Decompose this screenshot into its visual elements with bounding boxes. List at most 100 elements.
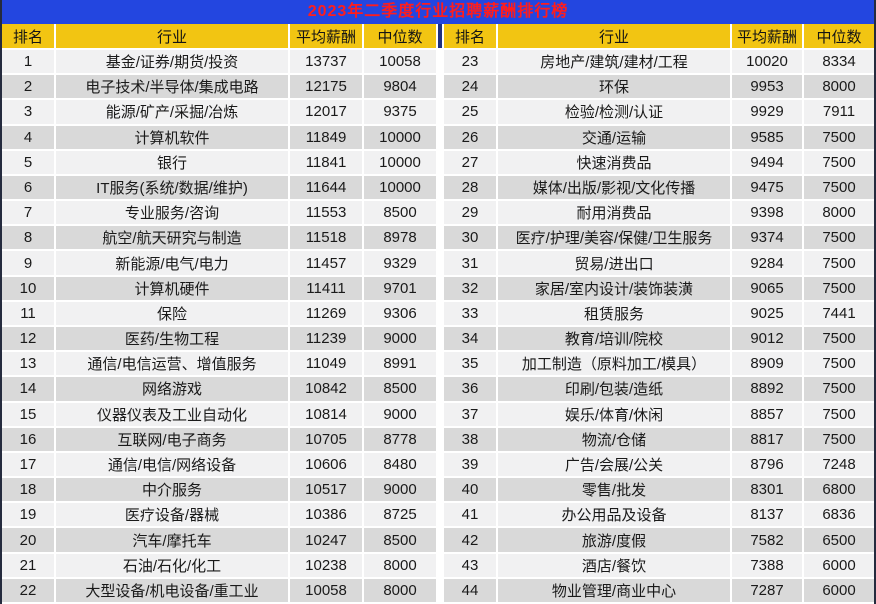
- table-divider: [438, 377, 442, 401]
- industry-cell: 汽车/摩托车: [56, 528, 288, 552]
- avg-salary-cell: 11239: [290, 326, 362, 351]
- rank-cell: 31: [444, 251, 496, 275]
- median-cell: 10000: [364, 150, 436, 174]
- median-cell: 7911: [804, 100, 874, 124]
- avg-salary-cell: 10517: [290, 478, 362, 502]
- industry-cell: 专业服务/咨询: [56, 201, 288, 225]
- table-divider: [438, 503, 442, 527]
- industry-cell: 环保: [498, 75, 730, 99]
- industry-cell: 零售/批发: [498, 478, 730, 502]
- avg-salary-cell: 10020: [732, 50, 802, 74]
- median-cell: 9804: [364, 75, 436, 99]
- industry-cell: 通信/电信/网络设备: [56, 452, 288, 477]
- industry-cell: 基金/证券/期货/投资: [56, 50, 288, 74]
- industry-cell: 计算机硬件: [56, 276, 288, 300]
- median-cell: 7500: [804, 377, 874, 401]
- industry-cell: 互联网/电子商务: [56, 427, 288, 451]
- rank-cell: 34: [444, 326, 496, 351]
- header-avg-salary-left: 平均薪酬: [290, 24, 362, 48]
- median-cell: 6500: [804, 528, 874, 552]
- table-divider: [438, 75, 442, 99]
- rank-cell: 32: [444, 276, 496, 300]
- industry-cell: 网络游戏: [56, 377, 288, 401]
- rank-cell: 21: [2, 553, 54, 577]
- industry-cell: 仪器仪表及工业自动化: [56, 402, 288, 426]
- avg-salary-cell: 12175: [290, 75, 362, 99]
- median-cell: 7500: [804, 150, 874, 174]
- header-rank-left: 排名: [2, 24, 54, 48]
- rank-cell: 33: [444, 301, 496, 325]
- industry-cell: 教育/培训/院校: [498, 326, 730, 351]
- median-cell: 8480: [364, 452, 436, 477]
- avg-salary-cell: 10705: [290, 427, 362, 451]
- industry-cell: 医疗设备/器械: [56, 503, 288, 527]
- avg-salary-cell: 13737: [290, 50, 362, 74]
- avg-salary-cell: 8857: [732, 402, 802, 426]
- table-divider: [438, 553, 442, 577]
- industry-cell: 酒店/餐饮: [498, 553, 730, 577]
- industry-cell: 广告/会展/公关: [498, 452, 730, 477]
- avg-salary-cell: 9284: [732, 251, 802, 275]
- median-cell: 8334: [804, 50, 874, 74]
- median-cell: 7500: [804, 352, 874, 376]
- rank-cell: 44: [444, 578, 496, 602]
- median-cell: 8725: [364, 503, 436, 527]
- rank-cell: 10: [2, 276, 54, 300]
- rank-cell: 22: [2, 578, 54, 602]
- avg-salary-cell: 10058: [290, 578, 362, 602]
- industry-cell: 医疗/护理/美容/保健/卫生服务: [498, 226, 730, 250]
- avg-salary-cell: 9025: [732, 301, 802, 325]
- avg-salary-cell: 7582: [732, 528, 802, 552]
- industry-cell: 银行: [56, 150, 288, 174]
- median-cell: 9000: [364, 478, 436, 502]
- table-divider: [438, 478, 442, 502]
- avg-salary-cell: 9012: [732, 326, 802, 351]
- rank-cell: 23: [444, 50, 496, 74]
- avg-salary-cell: 9585: [732, 125, 802, 149]
- table-divider: [438, 100, 442, 124]
- industry-cell: 检验/检测/认证: [498, 100, 730, 124]
- avg-salary-cell: 7388: [732, 553, 802, 577]
- avg-salary-cell: 11644: [290, 175, 362, 200]
- rank-cell: 37: [444, 402, 496, 426]
- rank-cell: 2: [2, 75, 54, 99]
- industry-cell: 交通/运输: [498, 125, 730, 149]
- industry-cell: 航空/航天研究与制造: [56, 226, 288, 250]
- median-cell: 8000: [364, 553, 436, 577]
- industry-cell: 电子技术/半导体/集成电路: [56, 75, 288, 99]
- avg-salary-cell: 9929: [732, 100, 802, 124]
- header-industry-left: 行业: [56, 24, 288, 48]
- avg-salary-cell: 8909: [732, 352, 802, 376]
- avg-salary-cell: 8301: [732, 478, 802, 502]
- table-divider: [438, 175, 442, 200]
- median-cell: 10058: [364, 50, 436, 74]
- median-cell: 8978: [364, 226, 436, 250]
- avg-salary-cell: 8817: [732, 427, 802, 451]
- table-divider: [438, 528, 442, 552]
- avg-salary-cell: 11518: [290, 226, 362, 250]
- rank-cell: 36: [444, 377, 496, 401]
- rank-cell: 4: [2, 125, 54, 149]
- avg-salary-cell: 9374: [732, 226, 802, 250]
- median-cell: 6000: [804, 553, 874, 577]
- rank-cell: 30: [444, 226, 496, 250]
- rank-cell: 1: [2, 50, 54, 74]
- avg-salary-cell: 10386: [290, 503, 362, 527]
- avg-salary-cell: 9953: [732, 75, 802, 99]
- table-divider: [438, 402, 442, 426]
- rank-cell: 6: [2, 175, 54, 200]
- median-cell: 7441: [804, 301, 874, 325]
- industry-cell: 计算机软件: [56, 125, 288, 149]
- median-cell: 9701: [364, 276, 436, 300]
- median-cell: 7500: [804, 226, 874, 250]
- median-cell: 7500: [804, 125, 874, 149]
- header-divider: [438, 24, 442, 48]
- table-divider: [438, 452, 442, 477]
- rank-cell: 42: [444, 528, 496, 552]
- avg-salary-cell: 10247: [290, 528, 362, 552]
- avg-salary-cell: 8796: [732, 452, 802, 477]
- median-cell: 10000: [364, 125, 436, 149]
- rank-cell: 8: [2, 226, 54, 250]
- industry-cell: 新能源/电气/电力: [56, 251, 288, 275]
- median-cell: 7500: [804, 276, 874, 300]
